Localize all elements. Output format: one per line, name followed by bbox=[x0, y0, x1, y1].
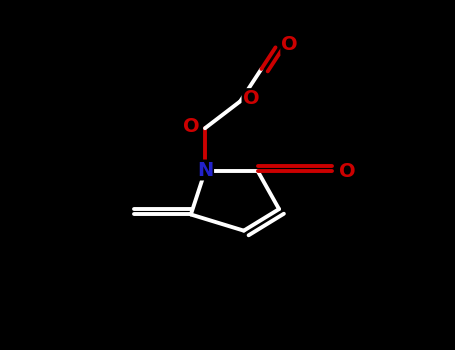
Text: O: O bbox=[182, 117, 199, 136]
Text: N: N bbox=[197, 161, 213, 180]
Text: O: O bbox=[243, 89, 259, 108]
Text: O: O bbox=[281, 35, 298, 54]
Text: O: O bbox=[339, 162, 356, 181]
